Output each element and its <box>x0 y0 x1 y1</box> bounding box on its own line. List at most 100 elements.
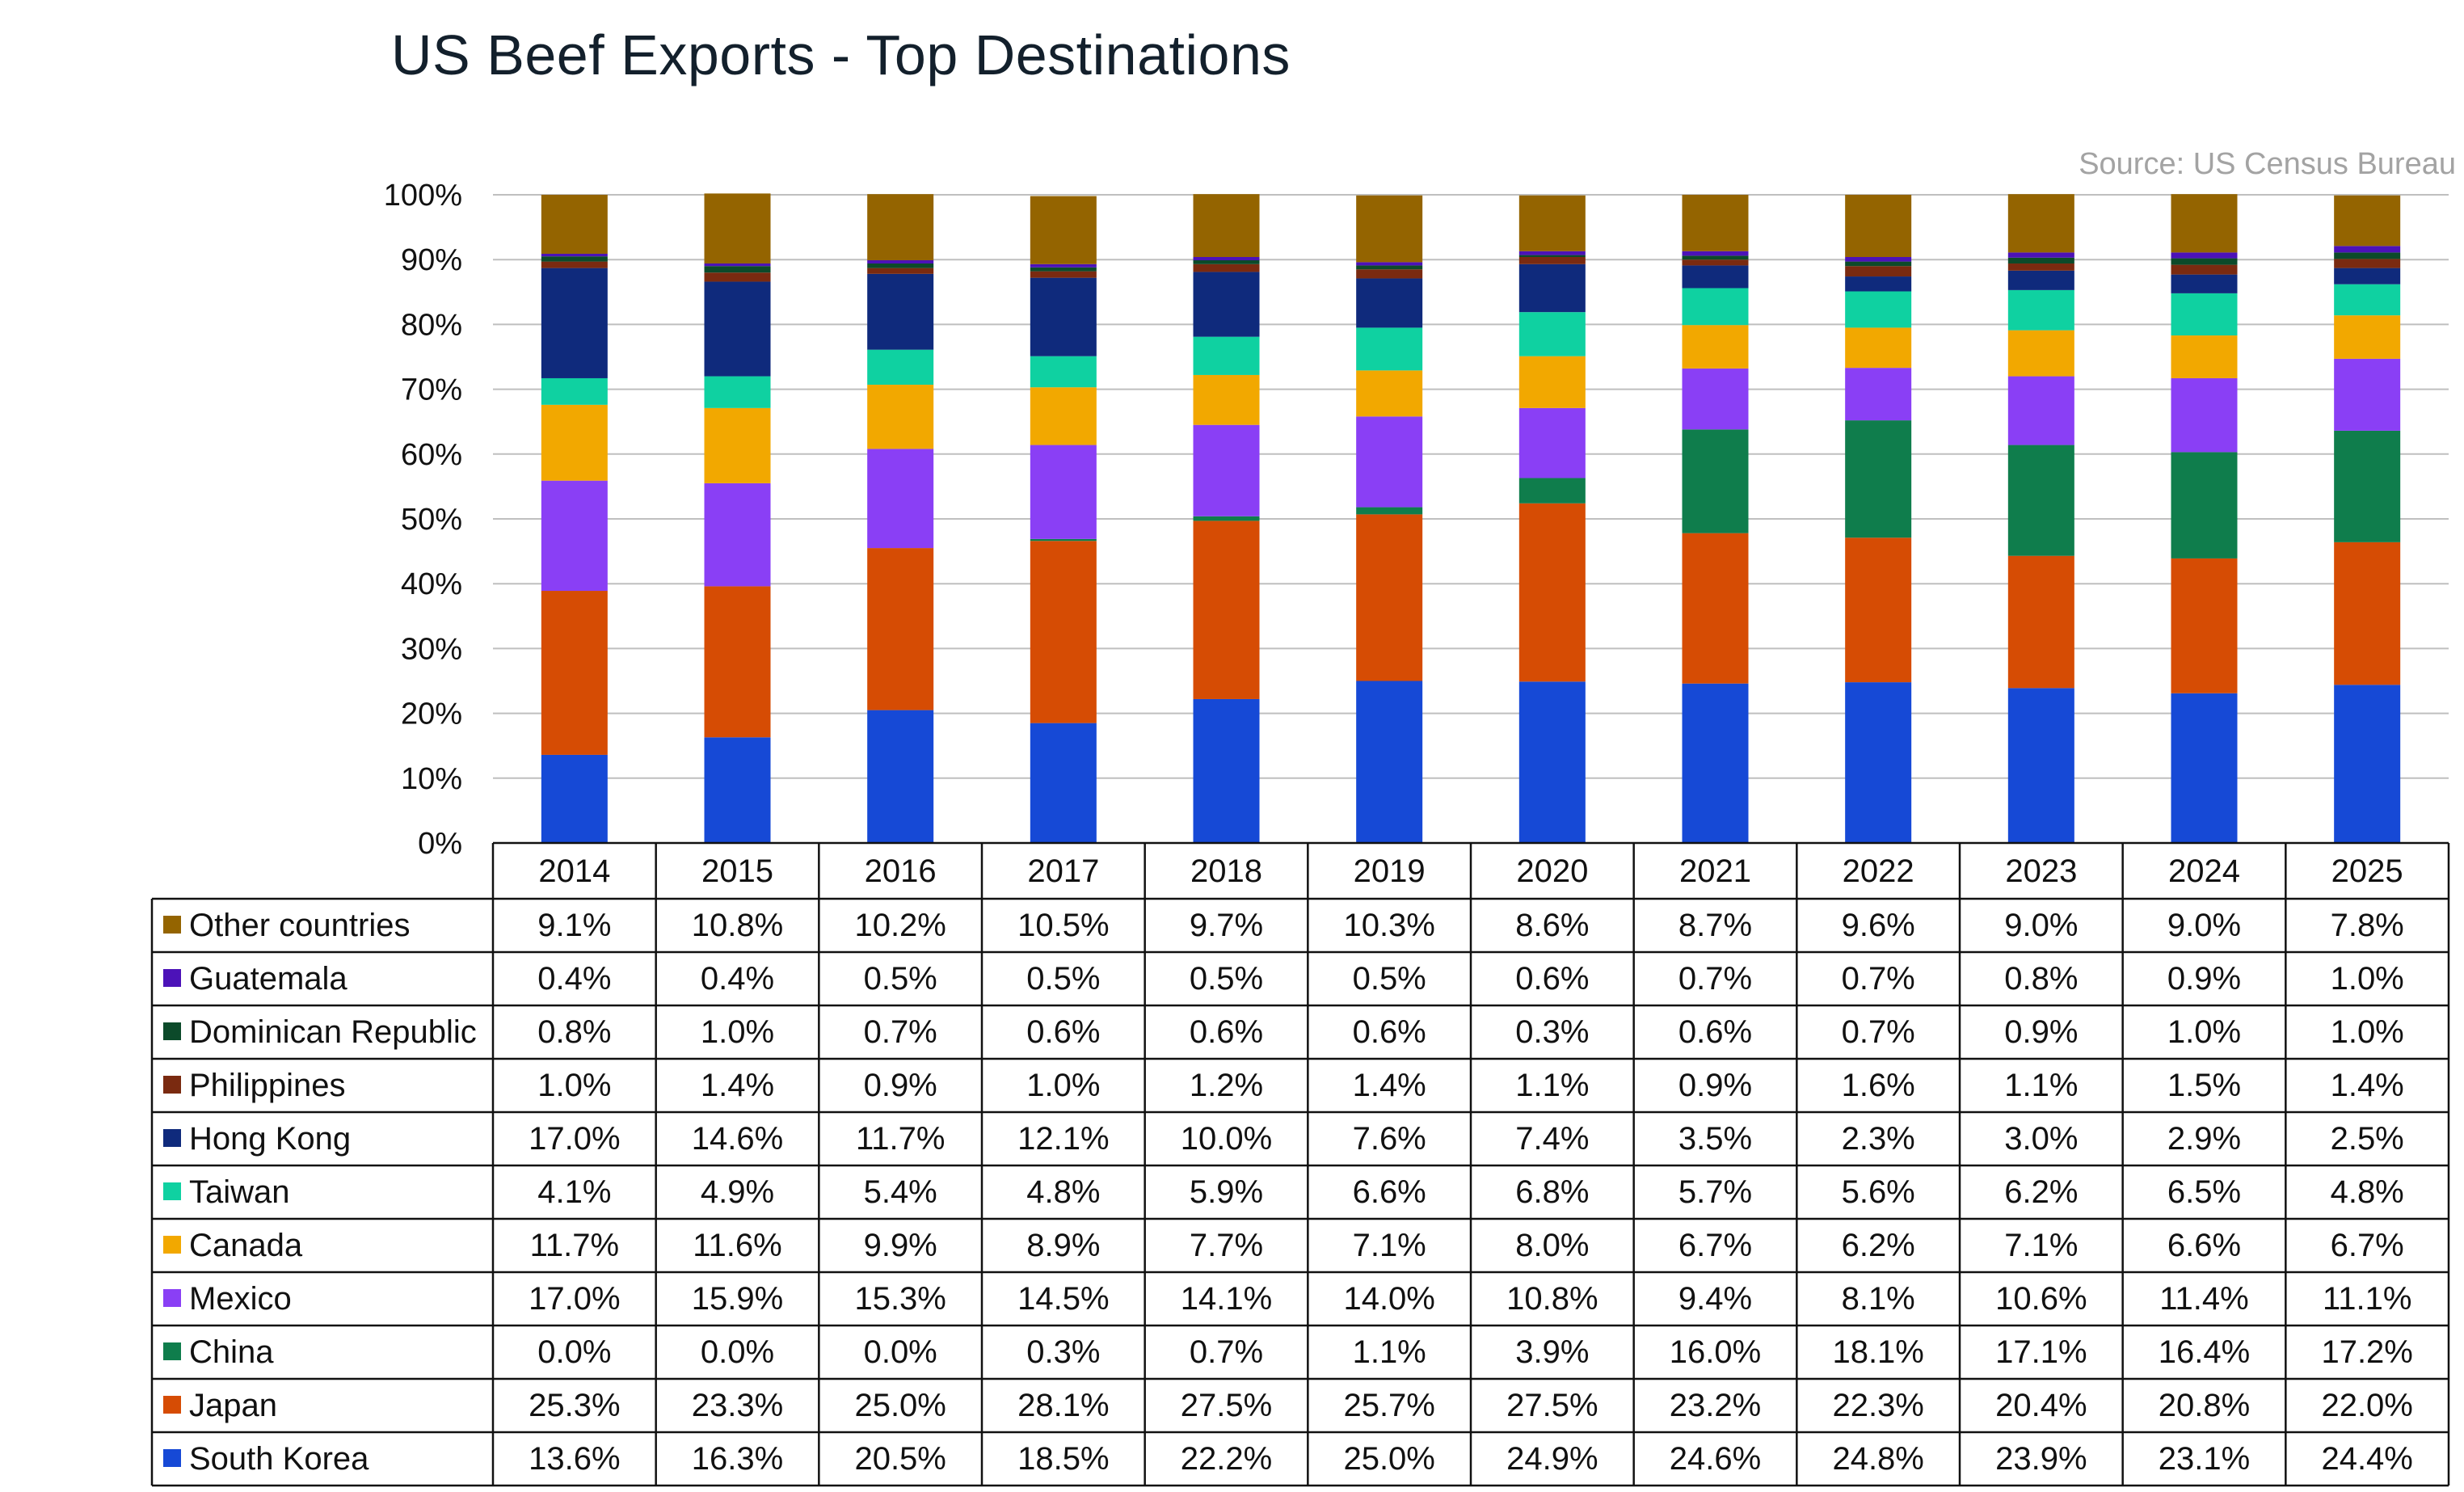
bar-segment-guatemala-2019 <box>1356 262 1423 266</box>
data-label: 1.4% <box>1353 1068 1426 1103</box>
x-tick-label: 2022 <box>1843 853 1914 889</box>
data-label: 2.9% <box>2167 1121 2241 1157</box>
bar-segment-other-countries-2020 <box>1518 195 1586 251</box>
legend-swatch-guatemala <box>163 969 181 987</box>
y-tick-label: 50% <box>401 503 462 537</box>
bar-segment-south-korea-2017 <box>1030 723 1097 843</box>
data-label: 0.6% <box>1678 1014 1752 1050</box>
data-label: 27.5% <box>1181 1388 1272 1423</box>
bar-segment-philippines-2015 <box>704 272 771 282</box>
data-label: 6.6% <box>1353 1174 1426 1210</box>
bar-segment-hong-kong-2019 <box>1356 278 1423 328</box>
bar-segment-canada-2021 <box>1682 325 1749 369</box>
data-label: 8.1% <box>1842 1281 1915 1317</box>
bar-segment-guatemala-2022 <box>1845 256 1912 262</box>
x-tick-label: 2019 <box>1354 853 1426 889</box>
data-label: 22.3% <box>1832 1388 1923 1423</box>
data-label: 0.8% <box>537 1014 611 1050</box>
data-label: 12.1% <box>1017 1121 1109 1157</box>
bar-segment-mexico-2017 <box>1030 445 1097 539</box>
bar-segment-other-countries-2025 <box>2334 195 2401 247</box>
bar-segment-canada-2014 <box>541 404 608 481</box>
bar-segment-south-korea-2014 <box>541 754 608 843</box>
bar-segment-philippines-2019 <box>1356 269 1423 279</box>
bar-segment-hong-kong-2018 <box>1193 272 1260 337</box>
bar-segment-japan-2021 <box>1682 533 1749 684</box>
data-label: 9.9% <box>864 1228 937 1263</box>
bar-segment-south-korea-2019 <box>1356 681 1423 843</box>
bar-segment-canada-2016 <box>867 384 934 449</box>
bar-segment-china-2025 <box>2334 430 2401 542</box>
data-label: 7.1% <box>1353 1228 1426 1263</box>
data-label: 6.2% <box>2004 1174 2078 1210</box>
gridlines <box>493 194 2449 779</box>
bar-segment-mexico-2016 <box>867 449 934 549</box>
data-label: 5.6% <box>1842 1174 1915 1210</box>
legend-swatch-canada <box>163 1236 181 1254</box>
bar-segment-guatemala-2025 <box>2334 246 2401 253</box>
data-label: 1.4% <box>2331 1068 2404 1103</box>
data-label: 20.5% <box>854 1441 946 1477</box>
x-tick-label: 2018 <box>1190 853 1262 889</box>
bar-segment-taiwan-2018 <box>1193 336 1260 375</box>
bar-segment-china-2019 <box>1356 507 1423 515</box>
bar-segment-china-2023 <box>2007 445 2074 556</box>
data-label: 10.2% <box>854 908 946 943</box>
data-label: 9.0% <box>2167 908 2241 943</box>
data-label: 0.7% <box>864 1014 937 1050</box>
x-tick-label: 2015 <box>701 853 773 889</box>
legend-label-philippines: Philippines <box>189 1068 345 1103</box>
bar-segment-taiwan-2016 <box>867 349 934 385</box>
data-label: 0.9% <box>864 1068 937 1103</box>
bar-segment-guatemala-2015 <box>704 263 771 267</box>
data-label: 0.4% <box>701 961 774 997</box>
data-label: 28.1% <box>1017 1388 1109 1423</box>
x-tick-label: 2016 <box>865 853 937 889</box>
bar-segment-south-korea-2021 <box>1682 683 1749 843</box>
bar-segment-hong-kong-2024 <box>2171 274 2238 293</box>
bar-segment-japan-2015 <box>704 586 771 738</box>
bar-segment-japan-2018 <box>1193 521 1260 699</box>
data-label: 6.5% <box>2167 1174 2241 1210</box>
bar-segment-taiwan-2017 <box>1030 356 1097 388</box>
bar-segment-china-2024 <box>2171 452 2238 558</box>
data-label: 24.4% <box>2321 1441 2412 1477</box>
data-label: 11.7% <box>530 1228 619 1263</box>
legend-label-japan: Japan <box>189 1388 277 1423</box>
data-label: 0.0% <box>864 1334 937 1370</box>
data-label: 3.5% <box>1678 1121 1752 1157</box>
data-label: 10.3% <box>1343 908 1434 943</box>
legend-swatch-other-countries <box>163 916 181 934</box>
bar-segment-mexico-2014 <box>541 480 608 592</box>
bar-segment-other-countries-2015 <box>704 193 771 264</box>
data-label: 4.8% <box>1026 1174 1100 1210</box>
data-label: 0.9% <box>2167 961 2241 997</box>
data-label: 0.5% <box>1353 961 1426 997</box>
y-tick-label: 70% <box>401 373 462 407</box>
bar-segment-philippines-2016 <box>867 268 934 274</box>
y-tick-label: 30% <box>401 632 462 666</box>
data-label: 5.7% <box>1678 1174 1752 1210</box>
data-label: 23.2% <box>1670 1388 1761 1423</box>
bar-segment-philippines-2024 <box>2171 264 2238 275</box>
data-label: 0.6% <box>1353 1014 1426 1050</box>
legend-swatch-mexico <box>163 1289 181 1307</box>
bar-segment-guatemala-2021 <box>1682 251 1749 256</box>
bar-segment-philippines-2023 <box>2007 263 2074 271</box>
data-label: 16.3% <box>692 1441 783 1477</box>
y-tick-label: 40% <box>401 567 462 601</box>
data-label: 16.4% <box>2159 1334 2250 1370</box>
data-label: 14.5% <box>1017 1281 1109 1317</box>
bar-segment-south-korea-2023 <box>2007 688 2074 843</box>
bar-segment-taiwan-2025 <box>2334 284 2401 316</box>
legend-label-south-korea: South Korea <box>189 1441 369 1477</box>
y-tick-label: 80% <box>401 308 462 342</box>
bar-segment-mexico-2023 <box>2007 376 2074 445</box>
data-label: 17.1% <box>1995 1334 2087 1370</box>
data-label: 27.5% <box>1506 1388 1598 1423</box>
data-label: 14.0% <box>1343 1281 1434 1317</box>
data-label: 1.0% <box>537 1068 611 1103</box>
legend-label-other-countries: Other countries <box>189 908 410 943</box>
data-table: 2014 2015 2016 2017 2018 2019 2020 2021 2022 2023… <box>150 841 2450 1487</box>
x-tick-label: 2021 <box>1679 853 1751 889</box>
